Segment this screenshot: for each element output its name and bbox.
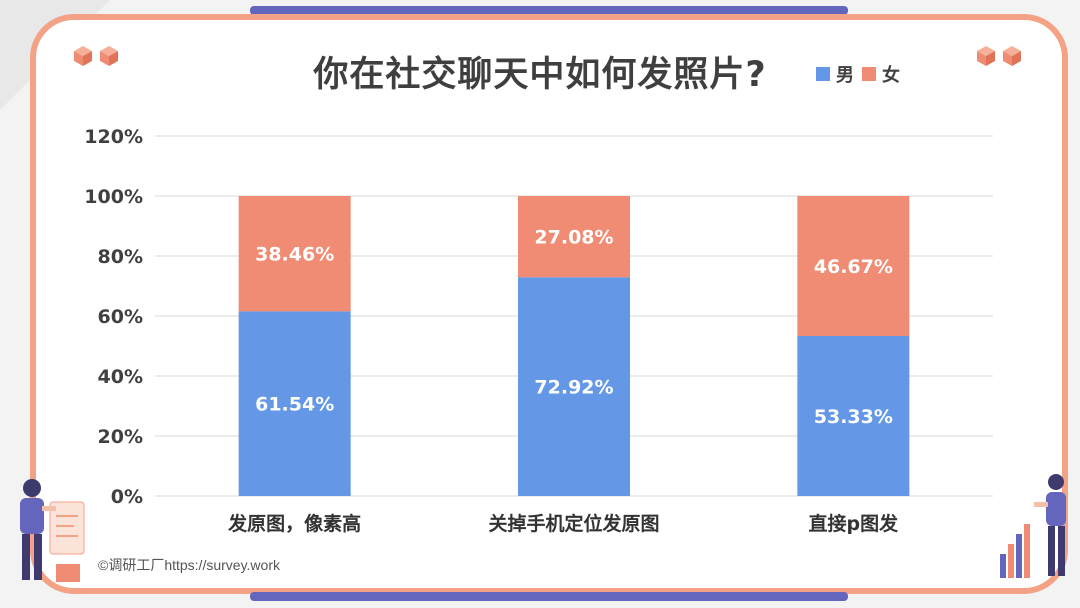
y-tick-label: 60% [98,306,143,328]
y-tick-label: 120% [84,126,143,148]
legend-swatch-male [816,67,830,81]
legend-label-male: 男 [836,65,854,86]
legend-item-female: 女 [862,61,900,87]
y-tick-label: 0% [111,486,143,508]
x-tick-label: 发原图，像素高 [227,512,361,535]
data-label: 27.08% [534,227,613,249]
cube-icon [977,46,1021,66]
bar-female [238,196,351,312]
data-label: 53.33% [814,406,893,428]
top-accent-bar [250,6,848,15]
y-tick-label: 80% [98,246,143,268]
y-tick-label: 20% [98,426,143,448]
bar-female [797,196,910,337]
person-with-chart-illustration [20,479,85,582]
x-tick-label: 关掉手机定位发原图 [488,512,659,535]
bottom-accent-bar [250,592,848,601]
y-tick-label: 40% [98,366,143,388]
y-tick-label: 100% [84,186,143,208]
legend: 男 女 [816,61,908,87]
cube-icon [74,46,118,66]
source-credit: ©调研工厂https://survey.work [98,557,280,573]
legend-swatch-female [862,67,876,81]
bar-male [518,277,630,496]
data-label: 38.46% [255,244,334,266]
data-label: 61.54% [255,394,334,416]
data-label: 46.67% [814,256,893,278]
legend-item-male: 男 [816,61,854,87]
bar-female [518,196,630,278]
x-tick-label: 直接p图发 [809,512,900,535]
person-with-bars-illustration [1000,474,1066,578]
bar-male [238,311,351,496]
chart-title: 你在社交聊天中如何发照片? [313,55,767,95]
legend-label-female: 女 [882,65,900,86]
data-label: 72.92% [534,377,613,399]
bar-male [797,336,910,496]
